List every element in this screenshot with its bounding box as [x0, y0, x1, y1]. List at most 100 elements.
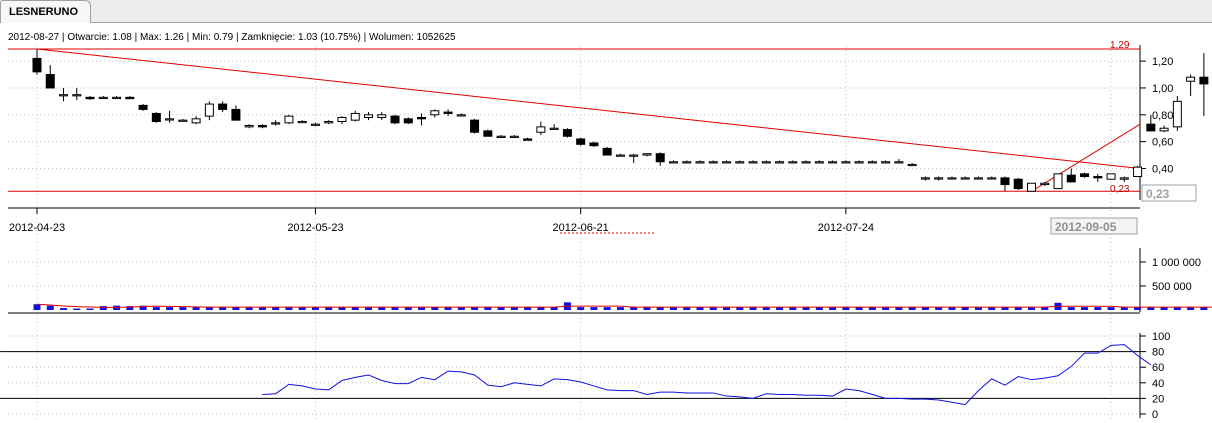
candle — [1013, 177, 1023, 190]
candle — [642, 153, 652, 157]
volume-bar — [669, 307, 677, 310]
stock-chart[interactable]: 2012-04-23 2012-05-23 2012-06-21 2012-07-24… — [0, 23, 1212, 423]
volume-bar — [245, 307, 253, 310]
candle — [947, 176, 957, 180]
candle — [987, 176, 997, 180]
volume-bar — [908, 307, 916, 310]
volume-bar — [1067, 307, 1075, 310]
candle-body — [297, 121, 307, 124]
volume-bar — [99, 306, 107, 310]
volume-bar — [192, 307, 200, 310]
candle-body — [403, 118, 413, 124]
candle — [257, 124, 267, 129]
x-tick-label: 2012-04-23 — [9, 222, 65, 234]
candle — [695, 160, 705, 164]
candle — [615, 153, 625, 157]
candle — [204, 101, 214, 121]
volume-bar — [1014, 307, 1022, 310]
candle — [178, 118, 188, 122]
candle-body — [881, 161, 891, 164]
volume-moving-average — [36, 303, 1212, 308]
candle-body — [615, 154, 625, 157]
volume-bar — [311, 307, 319, 310]
volume-bar — [776, 307, 784, 310]
candle — [549, 124, 559, 130]
osc-y-tick-label: 80 — [1152, 347, 1164, 359]
volume-bar — [630, 307, 638, 310]
candle — [708, 160, 718, 164]
volume-bar — [46, 305, 54, 310]
volume-bar — [802, 307, 810, 310]
candle — [59, 87, 69, 102]
osc-y-tick-label: 100 — [1152, 331, 1170, 343]
candle-body — [748, 161, 758, 164]
info-max-label: Max: — [140, 32, 162, 43]
candle-body — [470, 119, 480, 133]
info-open-value: 1.08 — [112, 32, 132, 43]
candle-body — [655, 153, 665, 163]
info-min-value: 0.79 — [214, 32, 234, 43]
volume-bar — [935, 307, 943, 310]
candle — [165, 110, 175, 123]
candle — [1053, 173, 1063, 190]
candle-body — [960, 177, 970, 180]
volume-bar — [524, 307, 532, 310]
volume-bar — [921, 307, 929, 310]
volume-bar — [471, 307, 479, 310]
volume-bar — [988, 307, 996, 310]
volume-y-tick-label: 500 000 — [1152, 281, 1192, 293]
volume-bar — [762, 307, 770, 310]
candle-body — [828, 161, 838, 164]
candle — [536, 121, 546, 135]
volume-bar — [537, 307, 545, 310]
volume-bar — [683, 307, 691, 310]
candle-body — [1027, 182, 1036, 192]
candle-body — [85, 96, 95, 100]
candle — [496, 134, 506, 138]
candle-body — [1146, 123, 1156, 132]
candle-body — [1080, 173, 1090, 178]
candle-body — [668, 161, 678, 164]
candle-body — [775, 161, 785, 164]
chart-area[interactable]: 2012-04-23 2012-05-23 2012-06-21 2012-07-24… — [0, 23, 1212, 423]
candle — [682, 160, 692, 164]
candle-body — [98, 96, 108, 100]
candle-body — [178, 119, 188, 122]
candle-body — [1040, 182, 1050, 186]
volume-bar — [1107, 307, 1115, 310]
candle-body — [629, 154, 639, 157]
volume-bar — [232, 307, 240, 310]
candle — [1119, 176, 1129, 182]
volume-bar — [723, 307, 731, 310]
volume-bar — [868, 307, 876, 310]
candle — [509, 134, 519, 138]
candle-body — [257, 125, 267, 128]
candle-body — [430, 110, 440, 116]
y-tick-label: 0,60 — [1152, 137, 1173, 149]
tab-bar: LESNERUNO — [0, 0, 1212, 23]
candle — [589, 141, 599, 147]
candle-body — [907, 163, 917, 167]
candle — [602, 147, 612, 156]
x-tick-label: 2012-06-21 — [553, 222, 609, 234]
date-marker-value: 2012-09-05 — [1055, 220, 1117, 234]
candle — [324, 120, 334, 125]
volume-bar — [961, 307, 969, 310]
candle-body — [59, 94, 69, 97]
tab-lesneruno[interactable]: LESNERUNO — [0, 0, 92, 23]
volume-bar — [577, 307, 585, 310]
candle-body — [973, 177, 983, 180]
candle-body — [417, 116, 427, 120]
volume-bar — [1041, 307, 1049, 310]
price-panel — [8, 48, 1209, 192]
osc-y-tick-label: 0 — [1152, 409, 1158, 421]
candle — [1040, 181, 1050, 186]
candle — [722, 160, 732, 164]
candle — [310, 122, 320, 126]
candle — [920, 176, 930, 181]
candle-body — [496, 135, 506, 138]
candle-body — [682, 161, 692, 164]
candle-body — [642, 153, 652, 156]
volume-bar — [643, 307, 651, 310]
downtrend-line — [36, 48, 1141, 169]
